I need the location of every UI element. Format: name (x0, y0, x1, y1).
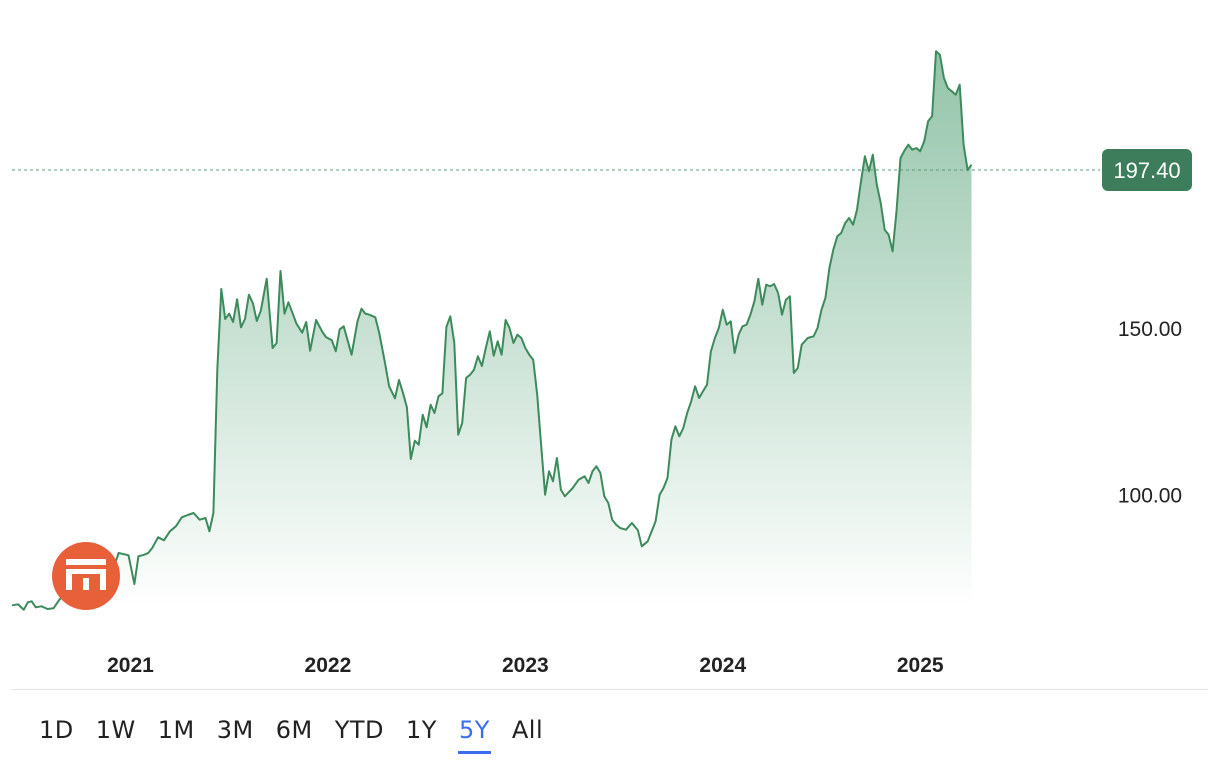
x-tick-label: 2021 (107, 654, 154, 677)
current-price-badge: 197.40 (1102, 149, 1192, 191)
y-tick-label: 150.00 (1118, 318, 1182, 341)
time-range-selector: 1D 1W 1M 3M 6M YTD 1Y 5Y All (28, 708, 554, 756)
range-ytd[interactable]: YTD (324, 708, 395, 756)
price-area-fill (12, 51, 972, 610)
x-axis: 2021 2022 2023 2024 2025 (107, 654, 944, 677)
y-tick-label: 100.00 (1118, 485, 1182, 508)
x-tick-label: 2022 (305, 654, 352, 677)
x-tick-label: 2023 (502, 654, 549, 677)
brand-logo (52, 542, 120, 610)
range-1m[interactable]: 1M (147, 708, 206, 756)
price-chart: 150.00 100.00 2021 2022 2023 2024 2025 197.40 (11, 50, 1192, 677)
current-price-label: 197.40 (1113, 158, 1180, 183)
range-3m[interactable]: 3M (206, 708, 265, 756)
range-6m[interactable]: 6M (265, 708, 324, 756)
y-axis: 150.00 100.00 (1118, 318, 1182, 508)
current-price-badge-bg (1102, 149, 1192, 191)
range-5y[interactable]: 5Y (448, 708, 501, 756)
range-1w[interactable]: 1W (85, 708, 147, 756)
range-1d[interactable]: 1D (28, 708, 85, 756)
chart-divider (12, 689, 1208, 690)
x-tick-label: 2025 (897, 654, 944, 677)
range-1y[interactable]: 1Y (395, 708, 448, 756)
price-series-line (11, 50, 973, 611)
bank-icon (66, 559, 106, 590)
range-all[interactable]: All (501, 708, 554, 756)
x-tick-label: 2024 (699, 654, 746, 677)
